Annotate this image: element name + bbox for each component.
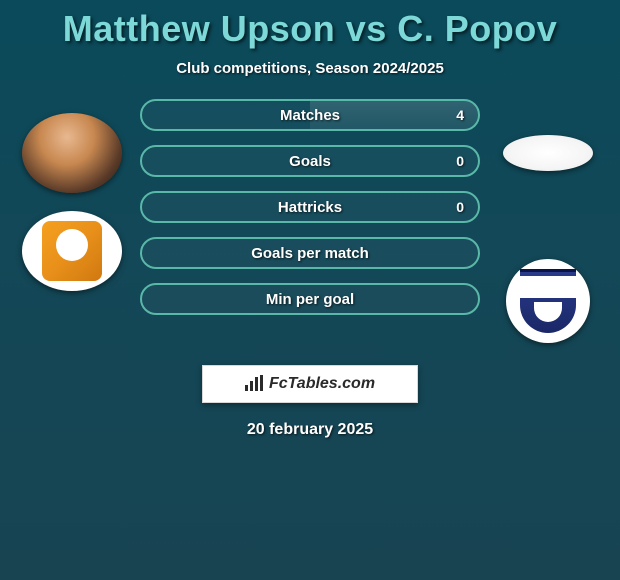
stats-list: Matches 4 Goals 0 Hattricks 0 [140,99,480,315]
brand-text: FcTables.com [269,375,375,393]
stat-right-value: 0 [456,153,464,169]
stat-label: Min per goal [266,291,354,308]
right-column [498,113,598,343]
stat-right-value: 4 [456,107,464,123]
subtitle: Club competitions, Season 2024/2025 [0,60,620,77]
main-content: Matches 4 Goals 0 Hattricks 0 [0,99,620,343]
player1-club-badge [22,211,122,291]
stat-label: Matches [280,107,340,124]
stat-row: Matches 4 [140,99,480,131]
stat-right-value: 0 [456,199,464,215]
stat-row: Min per goal [140,283,480,315]
player2-club-badge [506,259,590,343]
stat-row: Goals per match [140,237,480,269]
stat-label: Goals [289,153,331,170]
player2-avatar [503,135,593,171]
stat-row: Hattricks 0 [140,191,480,223]
date-label: 20 february 2025 [0,421,620,439]
page-title: Matthew Upson vs C. Popov [0,8,620,50]
stat-label: Hattricks [278,199,342,216]
brand-logo[interactable]: FcTables.com [202,365,418,403]
left-column [22,113,122,291]
player2-avatar-wrap [498,113,598,193]
comparison-card: Matthew Upson vs C. Popov Club competiti… [0,0,620,439]
player1-avatar [22,113,122,193]
player1-avatar-wrap [22,113,122,193]
stat-row: Goals 0 [140,145,480,177]
chart-bars-icon [245,375,265,393]
stat-label: Goals per match [251,245,369,262]
